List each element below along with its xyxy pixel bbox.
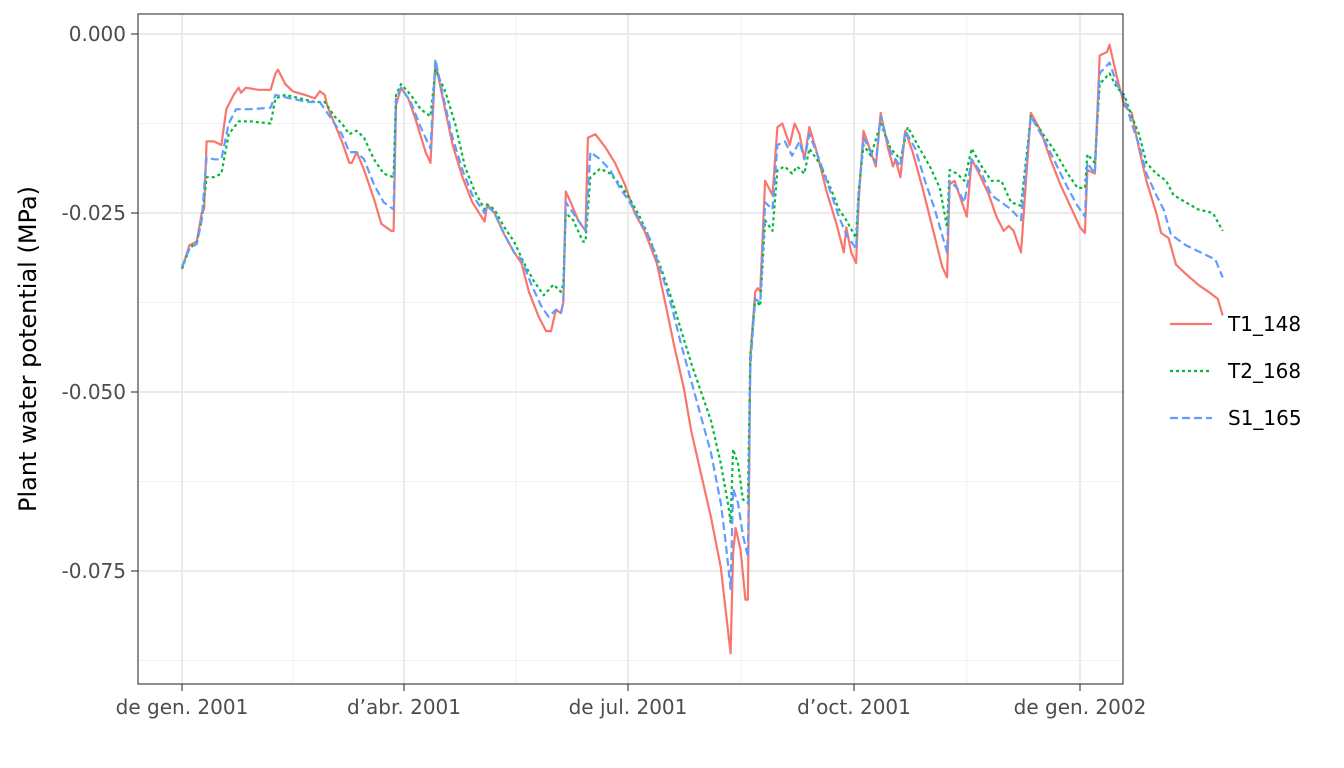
major-gridlines — [138, 14, 1123, 684]
minor-gridlines — [138, 14, 1123, 684]
series-line-t2-168 — [180, 68, 1224, 524]
y-axis: 0.000 -0.025 -0.050 -0.075 — [62, 22, 138, 583]
plot-panel-border — [137, 13, 1124, 685]
series-line-t1-148 — [180, 43, 1224, 655]
y-tick-label: 0.000 — [69, 22, 126, 46]
x-tick-label: de gen. 2001 — [116, 695, 249, 719]
series-line-s1-165 — [180, 58, 1224, 590]
x-tick-label: d’abr. 2001 — [347, 695, 461, 719]
legend-label: T2_168 — [1227, 359, 1301, 383]
legend: T1_148 T2_168 S1_165 — [1170, 312, 1302, 430]
y-tick-label: -0.050 — [62, 380, 126, 404]
x-tick-label: d’oct. 2001 — [797, 695, 911, 719]
legend-label: S1_165 — [1228, 406, 1302, 430]
x-axis: de gen. 2001 d’abr. 2001 de jul. 2001 d’oct… — [116, 684, 1147, 719]
x-tick-label: de gen. 2002 — [1014, 695, 1147, 719]
y-axis-title: Plant water potential (MPa) — [14, 186, 42, 512]
y-tick-label: -0.075 — [62, 559, 126, 583]
x-tick-label: de jul. 2001 — [569, 695, 688, 719]
y-tick-label: -0.025 — [62, 201, 126, 225]
legend-label: T1_148 — [1227, 312, 1301, 336]
series-lines — [180, 43, 1224, 655]
plot-background — [138, 14, 1123, 684]
